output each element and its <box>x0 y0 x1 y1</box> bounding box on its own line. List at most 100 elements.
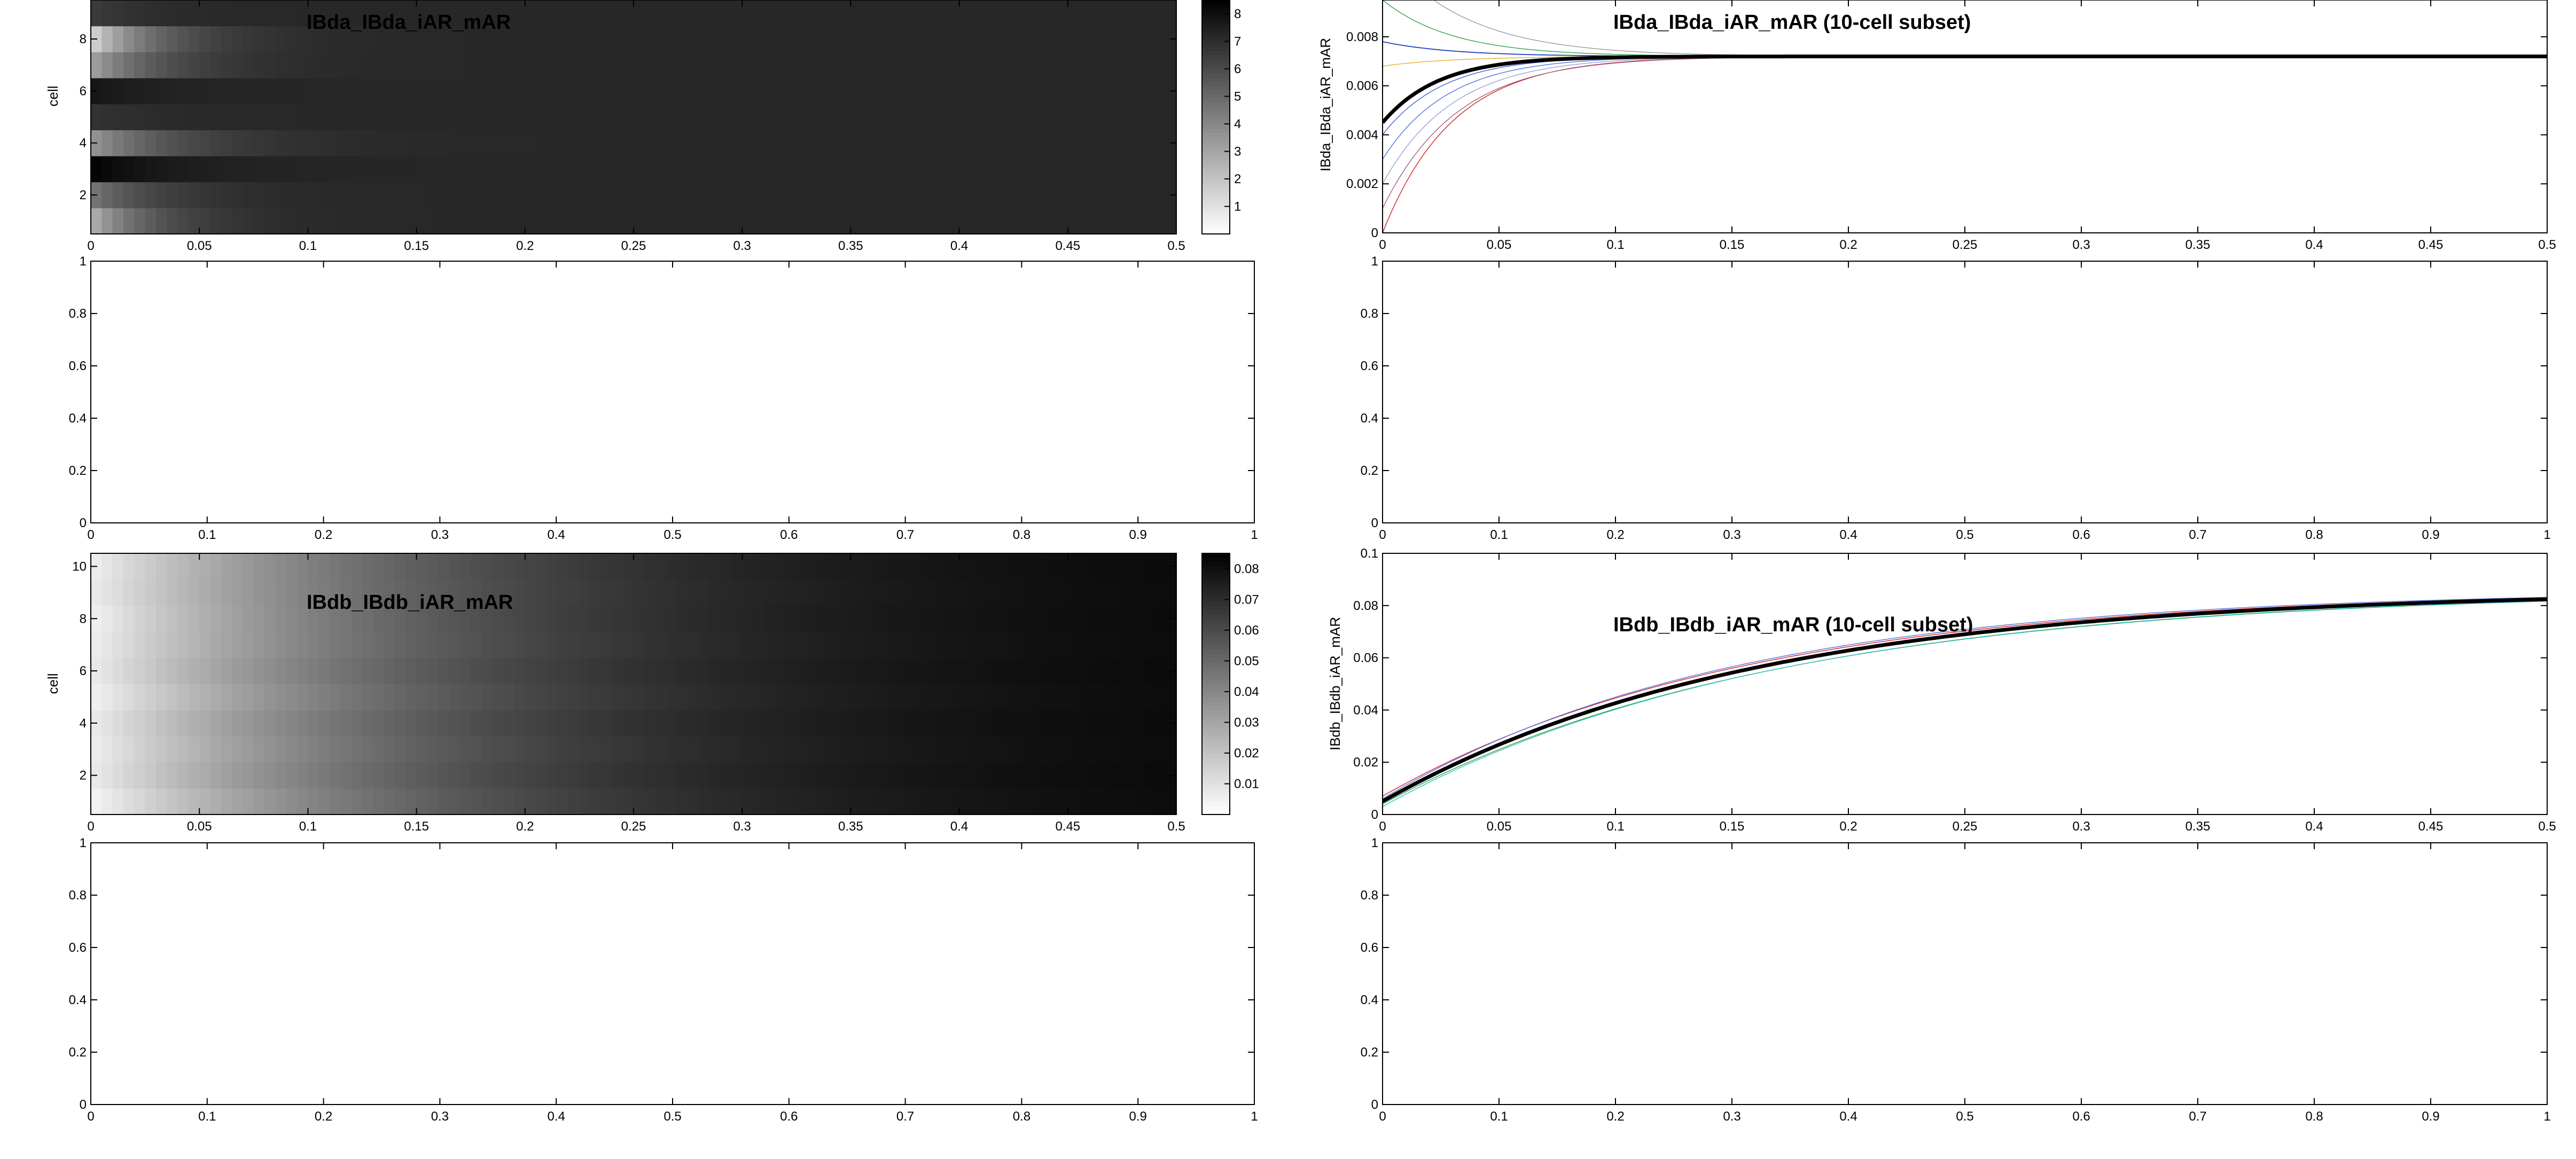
heatmap-cell <box>449 78 460 105</box>
heatmap-cell <box>1024 788 1036 815</box>
heatmap-cell <box>753 78 764 105</box>
x-tick-label: 0.9 <box>2422 528 2439 542</box>
heatmap-cell <box>362 182 374 208</box>
heatmap-cell <box>210 0 222 27</box>
heatmap-cell <box>818 0 830 27</box>
heatmap-cell <box>1111 605 1123 632</box>
colorbar-swatch <box>1202 121 1230 126</box>
heatmap-cell <box>634 104 645 130</box>
heatmap-cell <box>644 78 656 105</box>
heatmap-cell <box>112 788 124 815</box>
heatmap-cell <box>753 130 764 156</box>
heatmap-cell <box>253 631 265 659</box>
heatmap-cell <box>1111 182 1123 208</box>
heatmap-cell <box>1111 156 1123 183</box>
heatmap-cell <box>981 130 993 156</box>
x-tick-label: 0.4 <box>2305 819 2323 834</box>
heatmap-cell <box>807 553 819 580</box>
heatmap-cell <box>188 762 200 789</box>
heatmap-cell <box>861 579 873 606</box>
y-axis-label: cell <box>45 673 61 694</box>
heatmap-cell <box>992 78 1003 105</box>
heatmap-cell <box>394 26 407 52</box>
colorbar-swatch <box>1202 779 1230 785</box>
heatmap-cell <box>677 104 689 130</box>
heatmap-cell <box>123 788 135 815</box>
heatmap-cell <box>459 0 471 27</box>
heatmap-cell <box>243 0 254 27</box>
heatmap-cell <box>481 631 493 659</box>
heatmap-cell <box>253 104 265 130</box>
heatmap-cell <box>384 762 395 789</box>
colorbar-swatch <box>1202 727 1230 732</box>
heatmap-cell <box>318 182 330 208</box>
heatmap-cell <box>644 684 656 710</box>
x-tick-label: 0.7 <box>2189 1109 2206 1124</box>
colorbar-swatch <box>1202 605 1230 610</box>
y-tick-label: 0.2 <box>69 464 87 478</box>
heatmap-cell <box>1154 631 1166 659</box>
heatmap-cell <box>905 182 917 208</box>
heatmap-cell <box>992 0 1003 27</box>
heatmap-cell <box>709 736 721 763</box>
heatmap-cell <box>677 182 689 208</box>
heatmap-cell <box>416 736 428 763</box>
heatmap-cell <box>232 579 244 606</box>
heatmap-cell <box>905 104 917 130</box>
colorbar-swatch <box>1202 758 1230 763</box>
series-lines <box>1383 597 2547 807</box>
panel-empty-2: 0 0.1 0.2 0.3 0.4 0.5 0.6 0.7 0.8 0.9 100.20.40.60… <box>1361 254 2551 542</box>
heatmap-cell <box>318 762 330 789</box>
heatmap-cell <box>1024 130 1036 156</box>
heatmap-cell <box>948 657 960 684</box>
heatmap-cell <box>155 182 168 208</box>
panel-line-ibda: 0 0.05 0.1 0.15 0.2 0.25 0.3 0.35 0.4 0.45 0.500.0… <box>1317 0 2556 252</box>
heatmap-cell <box>709 104 721 130</box>
x-tick-label: 0.15 <box>404 239 429 253</box>
heatmap-cell <box>167 762 178 789</box>
heatmap-cell <box>275 657 287 684</box>
heatmap-cell <box>210 52 222 79</box>
heatmap-cell <box>677 657 689 684</box>
heatmap-cell <box>1035 684 1047 710</box>
heatmap-cell <box>829 631 840 659</box>
heatmap-cell <box>612 736 623 763</box>
heatmap-cell <box>155 684 168 710</box>
heatmap-cell <box>622 26 634 52</box>
heatmap-cell <box>199 710 211 737</box>
heatmap-cell <box>1002 182 1014 208</box>
heatmap-cell <box>1013 657 1025 684</box>
colorbar-tick-label: 1 <box>1234 199 1241 214</box>
heatmap-cell <box>688 553 699 580</box>
heatmap-cell <box>1067 208 1079 234</box>
heatmap-cell <box>959 762 971 789</box>
heatmap-cell <box>514 130 526 156</box>
heatmap-cell <box>264 26 276 52</box>
heatmap-cell <box>666 0 678 27</box>
heatmap-cell <box>1100 52 1112 79</box>
heatmap-cell <box>1089 130 1101 156</box>
heatmap-cell <box>916 104 927 130</box>
heatmap-cell <box>785 208 797 234</box>
heatmap-cell <box>547 156 558 183</box>
heatmap-cell <box>514 736 526 763</box>
heatmap-cell <box>557 736 569 763</box>
heatmap-cell <box>818 52 830 79</box>
y-tick-label: 0 <box>1371 1098 1378 1112</box>
heatmap-cell <box>601 104 613 130</box>
heatmap-cell <box>492 26 504 52</box>
colorbar-swatch <box>1202 766 1230 772</box>
heatmap-cell <box>601 26 613 52</box>
heatmap-cell <box>601 788 613 815</box>
heatmap-cell <box>503 605 515 632</box>
heatmap-cell <box>829 657 840 684</box>
heatmap-cell <box>221 605 232 632</box>
heatmap-cell <box>1046 78 1058 105</box>
heatmap-cell <box>275 605 287 632</box>
heatmap-cell <box>438 52 450 79</box>
heatmap-cell <box>1046 710 1058 737</box>
heatmap-cell <box>612 579 623 606</box>
heatmap-cell <box>373 788 385 815</box>
heatmap-cell <box>167 788 178 815</box>
heatmap-cell <box>492 579 504 606</box>
